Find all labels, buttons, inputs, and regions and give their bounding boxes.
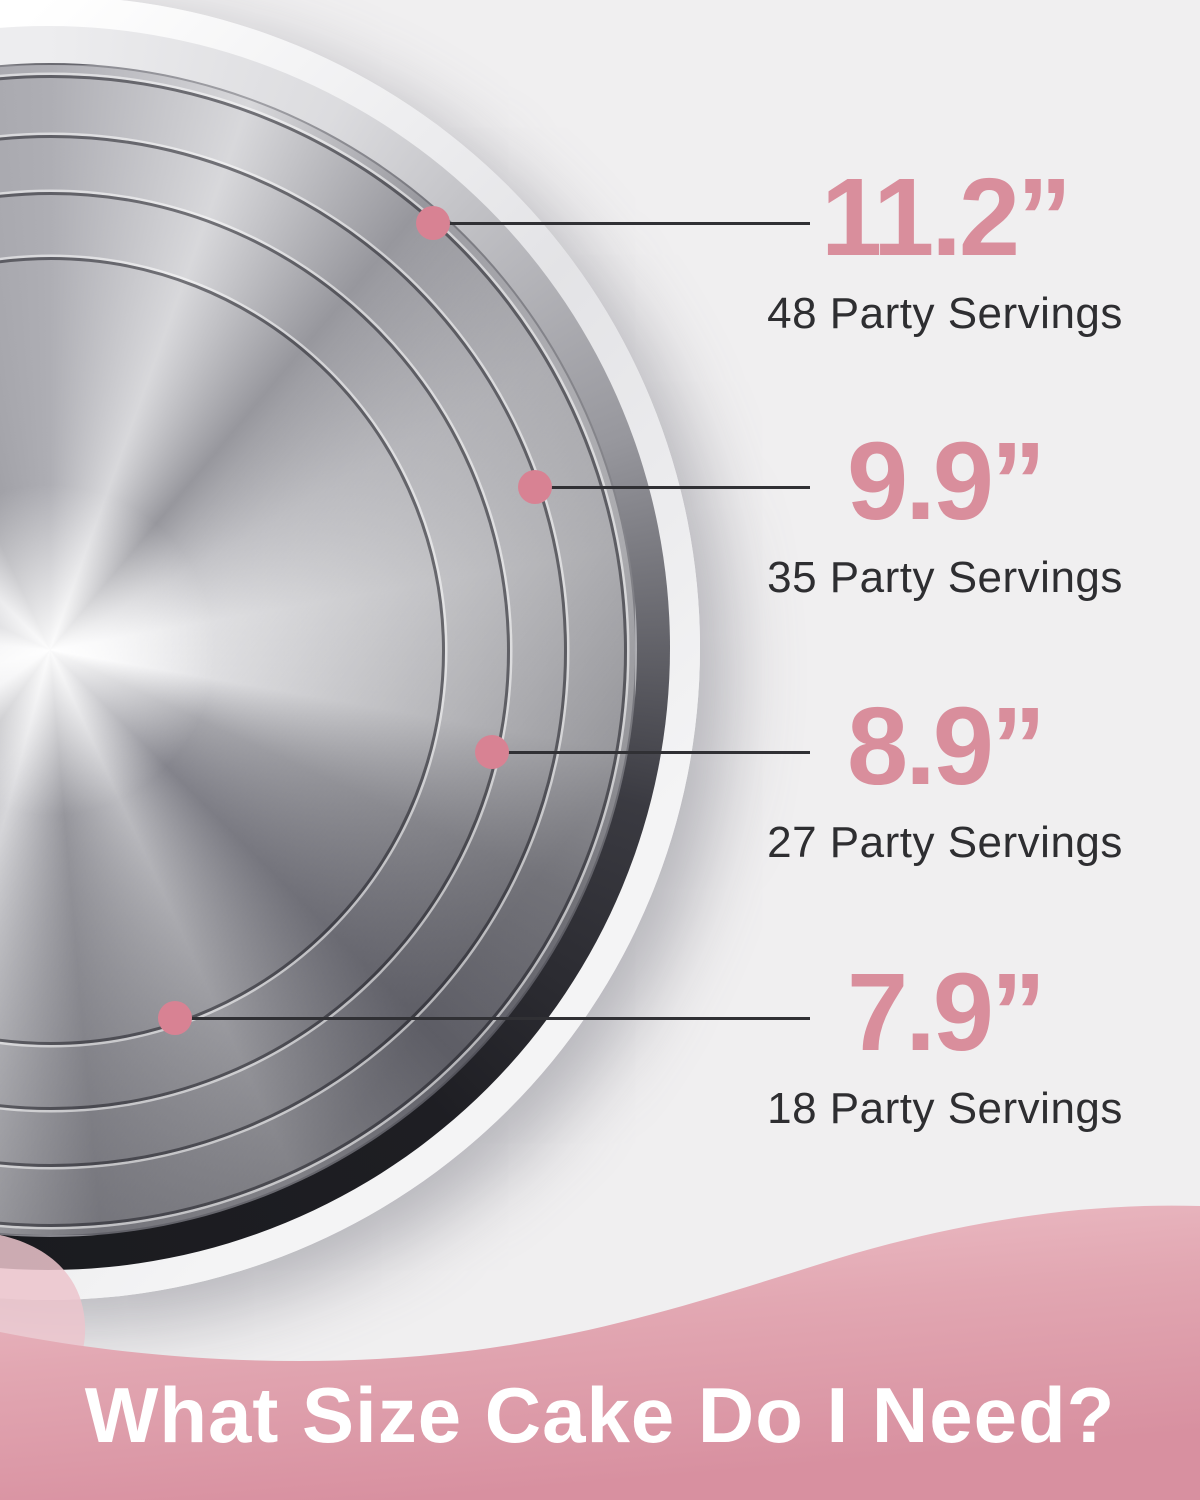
size-value: 9.9” <box>847 420 1046 543</box>
wave-main <box>0 1205 1200 1500</box>
ring-marker-dot <box>475 735 509 769</box>
callout-line <box>492 751 810 754</box>
callout-text: 7.9” 18 Party Servings <box>735 958 1155 1135</box>
size-value: 8.9” <box>847 685 1046 808</box>
callout-line <box>433 222 810 225</box>
bottom-wave <box>0 1205 1200 1500</box>
callout-text: 8.9” 27 Party Servings <box>735 692 1155 869</box>
servings-label: 18 Party Servings <box>767 1084 1123 1133</box>
footer-title: What Size Cake Do I Need? <box>84 1371 1116 1459</box>
callout-text: 11.2” 48 Party Servings <box>735 163 1155 340</box>
ring-marker-dot <box>158 1001 192 1035</box>
size-value: 7.9” <box>847 951 1046 1074</box>
callout-line <box>535 486 810 489</box>
callout-line <box>175 1017 810 1020</box>
servings-label: 48 Party Servings <box>767 289 1123 338</box>
servings-label: 35 Party Servings <box>767 553 1123 602</box>
ring-marker-dot <box>518 470 552 504</box>
ring-marker-dot <box>416 206 450 240</box>
servings-label: 27 Party Servings <box>767 818 1123 867</box>
size-value: 11.2” <box>820 156 1072 279</box>
callout-text: 9.9” 35 Party Servings <box>735 427 1155 604</box>
